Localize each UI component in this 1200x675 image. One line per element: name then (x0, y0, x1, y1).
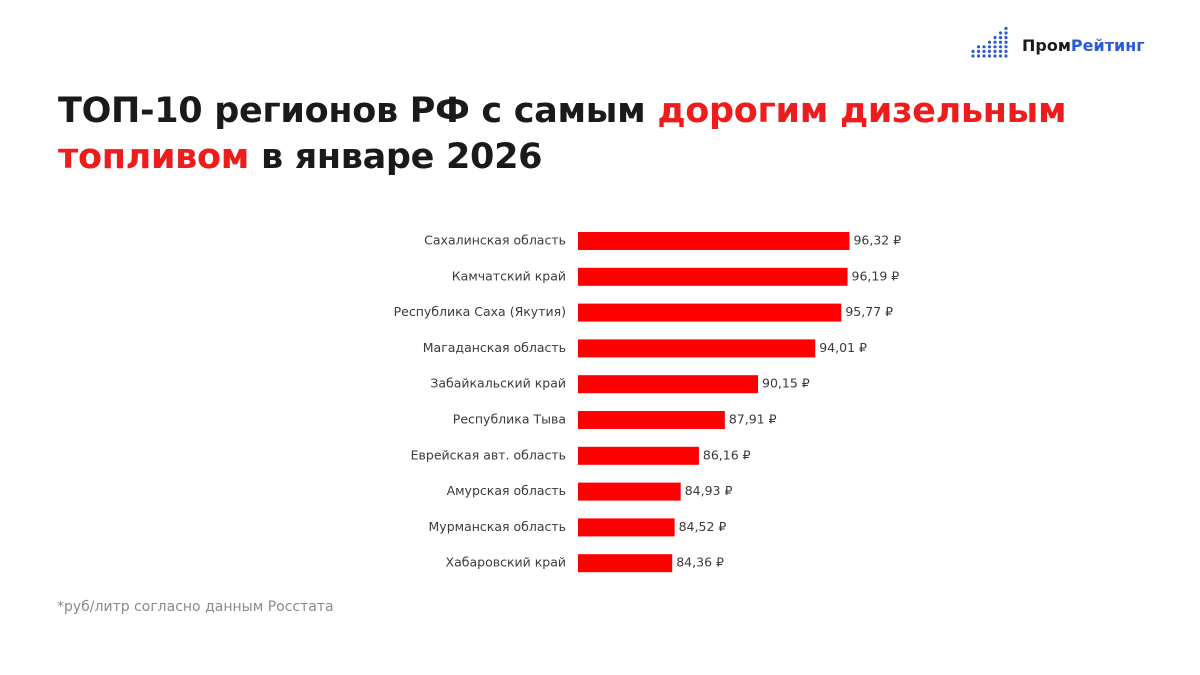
title-part: дорогим дизельным (657, 91, 1067, 131)
logo-dot (976, 54, 981, 58)
logo-dot (976, 45, 981, 49)
value-label: 90,15 ₽ (762, 376, 810, 391)
value-label: 84,93 ₽ (685, 483, 733, 498)
value-label: 96,19 ₽ (852, 268, 900, 283)
category-label: Мурманская область (429, 519, 566, 534)
value-label: 84,36 ₽ (676, 555, 724, 570)
title-part: ТОП-10 регионов РФ с самым (58, 91, 658, 131)
logo-dot (971, 49, 975, 53)
bar (578, 482, 681, 501)
logo-icon (971, 26, 1008, 58)
logo-dot (987, 49, 992, 53)
bar (578, 232, 850, 250)
bar (578, 267, 848, 286)
value-label: 96,32 ₽ (853, 233, 901, 248)
logo-dot (1004, 31, 1008, 35)
logo-dot (998, 40, 1003, 44)
logo: ПромРейтинг (1022, 36, 1145, 55)
logo-dot (993, 54, 997, 58)
category-label: Сахалинская область (424, 233, 566, 248)
bar (578, 375, 759, 394)
value-label: 94,01 ₽ (819, 340, 867, 355)
logo-dot (987, 45, 992, 49)
logo-dot (971, 54, 975, 58)
category-label: Забайкальский край (430, 376, 566, 391)
logo-dot (1004, 40, 1008, 44)
logo-dot (1004, 49, 1008, 53)
logo-dot (982, 54, 986, 58)
logo-dot (982, 45, 986, 49)
logo-dot (993, 45, 997, 49)
logo-dot (1004, 36, 1008, 40)
title-part: топливом (58, 137, 250, 177)
value-label: 87,91 ₽ (729, 412, 777, 427)
title-part: в январе 2026 (249, 137, 543, 177)
logo-dot (998, 36, 1003, 40)
value-label: 95,77 ₽ (845, 304, 893, 319)
bar (578, 446, 699, 465)
logo-dot (998, 54, 1003, 58)
category-label: Республика Саха (Якутия) (394, 304, 566, 319)
logo-dot (993, 40, 997, 44)
logo-part: Рейтинг (1070, 36, 1145, 55)
logo-dot (998, 31, 1003, 35)
chart-title: ТОП-10 регионов РФ с самым дорогим дизел… (58, 88, 1067, 180)
logo-dot (976, 49, 981, 53)
logo-dot (998, 49, 1003, 53)
bar (578, 554, 673, 573)
category-label: Хабаровский край (446, 555, 566, 570)
category-label: Еврейская авт. область (411, 447, 566, 462)
bar (578, 518, 675, 537)
logo-dot (998, 45, 1003, 49)
footnote: *руб/литр согласно данным Росстата (57, 599, 334, 615)
value-label: 84,52 ₽ (679, 519, 727, 534)
category-label: Камчатский край (452, 268, 566, 283)
logo-part: Пром (1022, 36, 1071, 55)
bar (578, 303, 842, 322)
logo-dot (993, 49, 997, 53)
logo-dot (1004, 26, 1008, 30)
logo-dot (982, 49, 986, 53)
logo-dot (1004, 54, 1008, 58)
bar (578, 411, 725, 429)
logo-dot (1004, 45, 1008, 49)
logo-dot (993, 36, 997, 40)
category-label: Магаданская область (423, 340, 566, 355)
value-label: 86,16 ₽ (703, 447, 751, 462)
category-label: Республика Тыва (453, 412, 566, 427)
logo-dot (987, 54, 992, 58)
category-label: Амурская область (447, 483, 566, 498)
bar (578, 339, 816, 358)
logo-dot (987, 40, 992, 44)
